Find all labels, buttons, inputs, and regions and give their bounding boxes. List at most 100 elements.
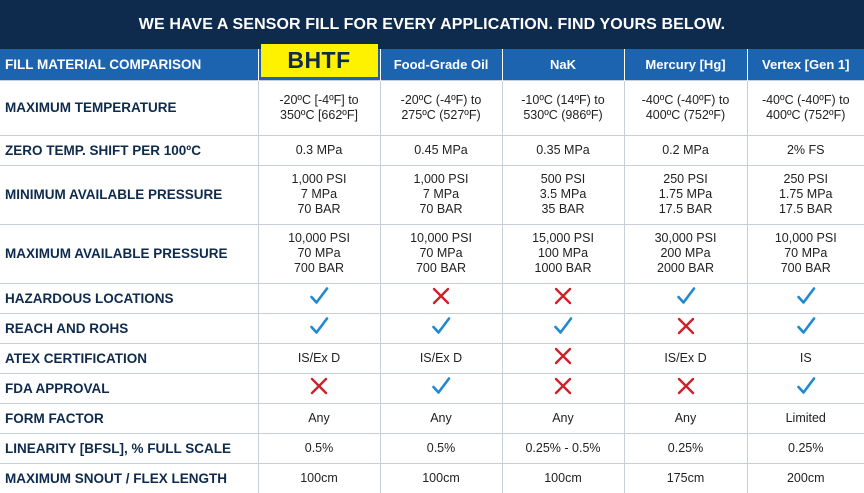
check-icon	[431, 316, 451, 340]
check-icon	[796, 316, 816, 340]
table-cell: IS/Ex D	[258, 343, 380, 373]
cell-line: 530ºC (986ºF)	[503, 108, 624, 123]
table-cell: 0.25%	[747, 433, 864, 463]
table-cell	[747, 373, 864, 403]
table-cell	[502, 283, 624, 313]
column-header-vertex: Vertex [Gen 1]	[747, 49, 864, 80]
table-cell: 0.25%	[624, 433, 747, 463]
cross-icon	[676, 376, 696, 400]
check-icon	[431, 376, 451, 400]
header-label: FILL MATERIAL COMPARISON	[0, 49, 258, 80]
check-icon	[309, 316, 329, 340]
table-row: LINEARITY [BFSL], % FULL SCALE 0.5% 0.5%…	[0, 433, 864, 463]
table-cell: Any	[502, 403, 624, 433]
cell-line: 200 MPa	[625, 246, 747, 261]
comparison-table: FILL MATERIAL COMPARISON BHTF Food-Grade…	[0, 49, 864, 493]
cell-line: 2000 BAR	[625, 261, 747, 276]
cell-line: 400ºC (752ºF)	[625, 108, 747, 123]
table-row: HAZARDOUS LOCATIONS	[0, 283, 864, 313]
check-icon	[309, 286, 329, 310]
cell-line: 700 BAR	[748, 261, 864, 276]
table-row: FORM FACTOR Any Any Any Any Limited	[0, 403, 864, 433]
row-label: LINEARITY [BFSL], % FULL SCALE	[0, 433, 258, 463]
page-banner: WE HAVE A SENSOR FILL FOR EVERY APPLICAT…	[0, 0, 864, 49]
table-cell	[624, 313, 747, 343]
check-icon	[553, 316, 573, 340]
table-cell	[502, 343, 624, 373]
cell-line: 10,000 PSI	[381, 231, 502, 246]
check-icon	[676, 286, 696, 310]
cell-line: 30,000 PSI	[625, 231, 747, 246]
row-label: MINIMUM AVAILABLE PRESSURE	[0, 165, 258, 224]
table-cell: IS	[747, 343, 864, 373]
table-cell: 0.45 MPa	[380, 135, 502, 165]
table-cell	[502, 313, 624, 343]
cell-line: 250 PSI	[625, 172, 747, 187]
cross-icon	[553, 376, 573, 400]
table-cell	[624, 283, 747, 313]
row-label: ATEX CERTIFICATION	[0, 343, 258, 373]
cell-line: 70 MPa	[381, 246, 502, 261]
table-cell: Any	[258, 403, 380, 433]
cell-line: 1,000 PSI	[381, 172, 502, 187]
cross-icon	[431, 286, 451, 310]
table-row: MAXIMUM SNOUT / FLEX LENGTH 100cm 100cm …	[0, 463, 864, 493]
table-row: ZERO TEMP. SHIFT PER 100ºC 0.3 MPa 0.45 …	[0, 135, 864, 165]
table-cell: Any	[380, 403, 502, 433]
cell-line: 10,000 PSI	[748, 231, 864, 246]
table-cell: 0.5%	[380, 433, 502, 463]
row-label: MAXIMUM AVAILABLE PRESSURE	[0, 224, 258, 283]
table-row: ATEX CERTIFICATION IS/Ex D IS/Ex D IS/Ex…	[0, 343, 864, 373]
table-cell	[258, 313, 380, 343]
table-cell	[258, 373, 380, 403]
table-cell	[380, 373, 502, 403]
cell-line: 400ºC (752ºF)	[748, 108, 864, 123]
column-header-food-grade-oil: Food-Grade Oil	[380, 49, 502, 80]
cross-icon	[553, 346, 573, 370]
cross-icon	[553, 286, 573, 310]
table-cell: 200cm	[747, 463, 864, 493]
cross-icon	[309, 376, 329, 400]
cell-line: 70 MPa	[259, 246, 380, 261]
cell-line: -20ºC [-4ºF] to	[259, 93, 380, 108]
row-label: ZERO TEMP. SHIFT PER 100ºC	[0, 135, 258, 165]
column-header-mercury: Mercury [Hg]	[624, 49, 747, 80]
table-cell: IS/Ex D	[624, 343, 747, 373]
table-cell	[747, 313, 864, 343]
table-cell: 0.3 MPa	[258, 135, 380, 165]
cell-line: -20ºC (-4ºF) to	[381, 93, 502, 108]
cell-line: 250 PSI	[748, 172, 864, 187]
table-cell: 175cm	[624, 463, 747, 493]
cell-line: 35 BAR	[503, 202, 624, 217]
table-cell: Limited	[747, 403, 864, 433]
table-cell	[747, 283, 864, 313]
table-cell	[624, 373, 747, 403]
cell-line: 700 BAR	[259, 261, 380, 276]
cell-line: 275ºC (527ºF)	[381, 108, 502, 123]
cell-line: 350ºC [662ºF]	[259, 108, 380, 123]
row-label: REACH AND ROHS	[0, 313, 258, 343]
table-cell: IS/Ex D	[380, 343, 502, 373]
cell-line: 1.75 MPa	[748, 187, 864, 202]
cell-line: 1.75 MPa	[625, 187, 747, 202]
table-cell: 0.5%	[258, 433, 380, 463]
table-cell: 100cm	[380, 463, 502, 493]
cell-line: 700 BAR	[381, 261, 502, 276]
table-cell	[502, 373, 624, 403]
cross-icon	[676, 316, 696, 340]
cell-line: 70 BAR	[381, 202, 502, 217]
